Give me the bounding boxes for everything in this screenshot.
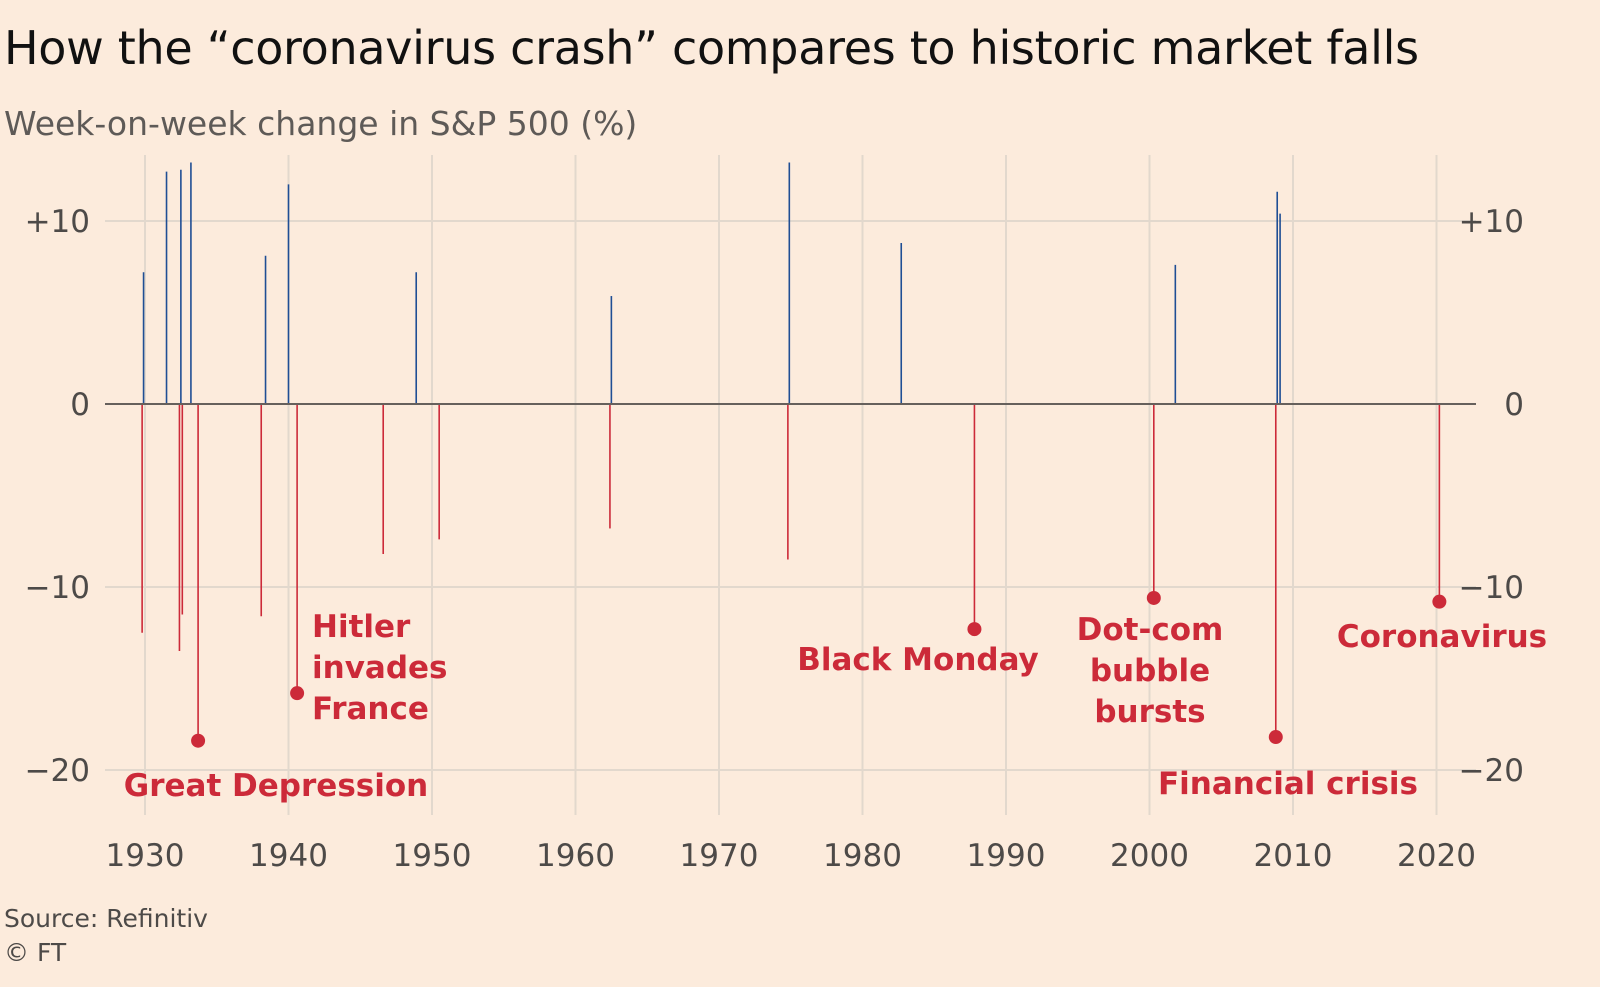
annotation-label: Financial crisis	[1158, 766, 1418, 802]
y-tick-label-left: +10	[25, 204, 90, 240]
y-tick-label-right: 0	[1504, 387, 1524, 423]
annotation-label: Coronavirus	[1337, 619, 1547, 655]
x-tick-label: 2010	[1254, 838, 1333, 874]
ft-credit: © FT	[4, 938, 67, 967]
annotation-dot	[1146, 590, 1161, 605]
grid	[105, 155, 1476, 815]
annotation-dot	[191, 733, 206, 748]
y-tick-label-right: −10	[1459, 570, 1524, 606]
x-tick-label: 2000	[1110, 838, 1189, 874]
x-tick-label: 1950	[393, 838, 472, 874]
annotation-label-line: bursts	[1094, 694, 1205, 730]
y-tick-label-left: 0	[70, 387, 90, 423]
annotation-label: Hitler invades France	[312, 609, 448, 727]
source-note: Source: Refinitiv	[4, 904, 208, 933]
annotations: Great Depression Hitler invades France Black…	[124, 590, 1547, 804]
x-tick-label: 1990	[967, 838, 1046, 874]
annotation-dot	[967, 622, 982, 637]
annotation-label-line: Financial crisis	[1158, 766, 1418, 802]
x-tick-label: 1930	[106, 838, 185, 874]
annotation-label: Dot-com bubble bursts	[1077, 612, 1224, 730]
annotation-label-line: Black Monday	[797, 642, 1039, 678]
annotation-label-line: France	[312, 691, 429, 727]
annotation-label: Black Monday	[797, 642, 1039, 678]
weekly-change-chart: 1930 1940 1950 1960 1970 1980 1990 2000 2010 2020…	[25, 155, 1547, 874]
bars	[141, 162, 1441, 741]
annotation-label-line: invades	[312, 650, 448, 686]
x-tick-label: 1940	[249, 838, 328, 874]
x-tick-label: 2020	[1397, 838, 1476, 874]
x-tick-label: 1980	[823, 838, 902, 874]
annotation-dot	[290, 686, 305, 701]
annotation-label-line: Coronavirus	[1337, 619, 1547, 655]
annotation-label-line: Hitler	[312, 609, 411, 645]
annotation-label: Great Depression	[124, 768, 428, 804]
chart-title: How the “coronavirus crash” compares to …	[4, 21, 1419, 75]
annotation-label-line: Dot-com	[1077, 612, 1224, 648]
annotation-dot	[1268, 730, 1283, 745]
y-tick-label-left: −10	[25, 570, 90, 606]
x-tick-label: 1960	[536, 838, 615, 874]
annotation-label-line: Great Depression	[124, 768, 428, 804]
annotation-label-line: bubble	[1090, 653, 1210, 689]
chart-subtitle: Week-on-week change in S&P 500 (%)	[4, 104, 638, 143]
y-tick-label-left: −20	[25, 753, 90, 789]
y-tick-label-right: +10	[1459, 204, 1524, 240]
y-tick-label-right: −20	[1459, 753, 1524, 789]
axes: 1930 1940 1950 1960 1970 1980 1990 2000 2010 2020…	[25, 204, 1524, 874]
x-tick-label: 1970	[680, 838, 759, 874]
annotation-dot	[1432, 594, 1447, 609]
